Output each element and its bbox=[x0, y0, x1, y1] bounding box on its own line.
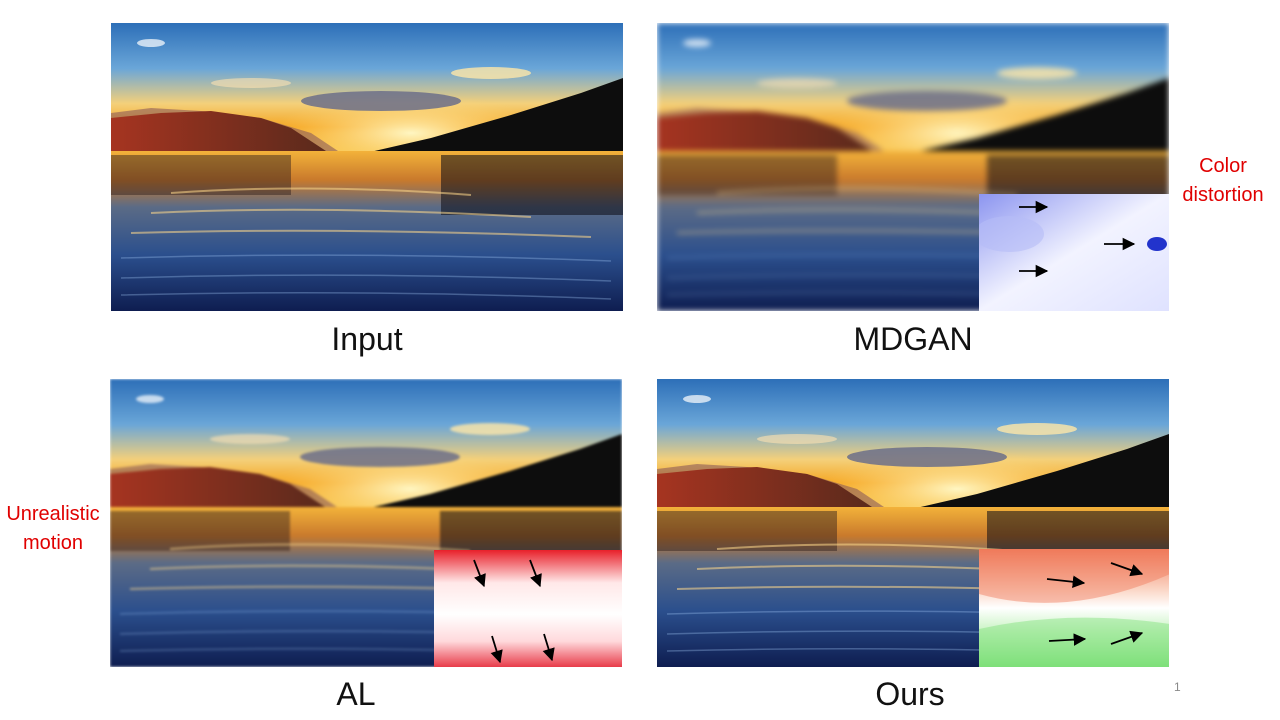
arrow-icon bbox=[473, 559, 555, 664]
al-flow-inset bbox=[434, 550, 622, 667]
ours-image bbox=[657, 379, 1169, 667]
slide-number: 1 bbox=[1174, 680, 1181, 694]
al-annotation: Unrealistic motion bbox=[0, 500, 106, 558]
mdgan-caption: MDGAN bbox=[853, 321, 973, 357]
al-annotation-line-1: Unrealistic bbox=[6, 503, 100, 525]
arrow-icon bbox=[1019, 200, 1136, 278]
ours-caption: Ours bbox=[875, 676, 945, 712]
arrow-icon bbox=[1046, 562, 1144, 646]
mdgan-annotation: Color distortion bbox=[1170, 152, 1276, 210]
input-image bbox=[111, 23, 623, 311]
mdgan-image bbox=[657, 23, 1169, 311]
ours-flow-inset bbox=[979, 549, 1169, 667]
mdgan-annotation-line-2: distortion bbox=[1182, 184, 1264, 206]
mdgan-annotation-line-1: Color bbox=[1199, 155, 1247, 177]
al-annotation-line-2: motion bbox=[22, 532, 84, 554]
input-scene bbox=[111, 23, 623, 311]
al-image bbox=[110, 379, 622, 667]
al-caption: AL bbox=[336, 676, 376, 712]
mdgan-flow-inset bbox=[979, 194, 1169, 311]
input-caption: Input bbox=[331, 321, 403, 357]
